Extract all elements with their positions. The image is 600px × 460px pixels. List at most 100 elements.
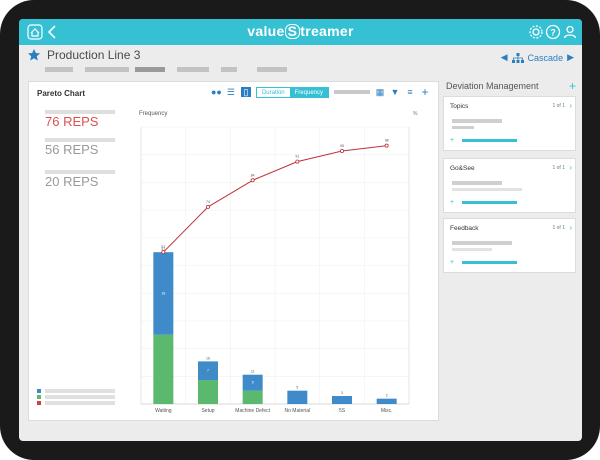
reps-caption-placeholder — [45, 138, 115, 142]
add-deviation-icon[interactable]: + — [568, 79, 576, 93]
chevron-left-icon[interactable]: ◀ — [500, 52, 508, 62]
legend-label-placeholder — [45, 389, 115, 393]
panel-topics[interactable]: Topics 1 of 1 › + — [443, 96, 576, 151]
x-tick-label: 5S — [339, 408, 346, 414]
cumulative-label: 91 — [295, 155, 299, 159]
page-header: Production Line 3 ◀ Cascade — [19, 45, 582, 79]
cumulative-point — [161, 250, 166, 255]
cumulative-point — [205, 204, 210, 209]
star-icon[interactable] — [27, 48, 41, 62]
frequency-toggle-button[interactable]: Frequency — [289, 87, 328, 97]
add-item-icon[interactable]: + — [450, 259, 455, 266]
bar-total-label: 2 — [386, 394, 388, 398]
bar-total-label: 5 — [296, 386, 298, 390]
bar-segment-label: 18 — [161, 291, 165, 295]
legend-swatch — [37, 395, 41, 399]
sidebar-title: Deviation Management — [446, 81, 539, 91]
chevron-right-icon[interactable]: › — [569, 163, 572, 172]
panel-title: Go&See — [450, 165, 475, 172]
date-range-placeholder[interactable] — [334, 90, 370, 94]
bar-segment — [153, 334, 174, 404]
deviation-sidebar: Deviation Management + Topics 1 of 1 › +… — [443, 79, 576, 439]
duration-toggle-button[interactable]: Duration — [261, 89, 285, 96]
panel-count: 1 of 1 — [552, 225, 565, 231]
tab-placeholder[interactable] — [257, 67, 287, 72]
content-placeholder — [452, 119, 502, 123]
x-tick-label: Waiting — [155, 408, 172, 414]
panel-count: 1 of 1 — [552, 165, 565, 171]
cumulative-line — [162, 145, 387, 253]
bar-total-label: 16 — [206, 356, 210, 360]
panel-title: Topics — [450, 103, 469, 110]
y-axis-label: Frequency — [139, 111, 167, 117]
add-item-icon[interactable]: + — [450, 137, 455, 144]
chart-card-title: Pareto Chart — [37, 89, 86, 98]
x-tick-label: Setup — [201, 408, 214, 414]
panel-feedback[interactable]: Feedback 1 of 1 › + — [443, 218, 576, 273]
y2-axis-label: % — [413, 111, 418, 117]
user-icon[interactable] — [562, 24, 578, 40]
bar-segment — [242, 390, 263, 404]
sliders-icon[interactable]: ≡ — [407, 87, 413, 97]
add-icon[interactable]: + — [421, 85, 429, 99]
reps-value-primary: 76 REPS — [45, 114, 99, 129]
cascade-label: Cascade — [527, 52, 564, 63]
home-icon[interactable] — [27, 24, 43, 40]
tab-placeholder[interactable] — [85, 67, 129, 72]
cumulative-point — [384, 143, 389, 148]
tab-placeholder-active[interactable] — [135, 67, 165, 72]
svg-text:?: ? — [550, 28, 556, 38]
bar-segment — [332, 396, 352, 404]
cascade-control[interactable]: ◀ Cascade ▶ — [501, 52, 574, 63]
chevron-right-icon[interactable]: › — [569, 101, 572, 110]
page-title: Production Line 3 — [47, 48, 141, 62]
reps-caption-placeholder — [45, 110, 115, 114]
cumulative-label: 74 — [206, 200, 210, 204]
back-arrow-icon[interactable] — [45, 24, 61, 40]
cumulative-label: 84 — [251, 173, 255, 177]
cumulative-point — [339, 148, 344, 153]
add-item-icon[interactable]: + — [450, 199, 455, 206]
reps-value-tertiary: 20 REPS — [45, 174, 99, 189]
bar-chart-view-icon[interactable]: ▯ — [240, 87, 251, 97]
chevron-right-icon[interactable]: › — [569, 223, 572, 232]
chevron-right-icon[interactable]: ▶ — [567, 52, 574, 62]
legend-label-placeholder — [45, 401, 115, 405]
chart-toolbar: ●● ☰ ▯ Duration Frequency ▦ ▼ ≡ + — [211, 86, 430, 98]
cumulative-label: 98 — [385, 139, 389, 143]
tab-placeholder[interactable] — [177, 67, 209, 72]
legend-label-placeholder — [45, 395, 115, 399]
bar-total-label: 57 — [161, 247, 165, 251]
bar-segment — [376, 398, 397, 404]
panel-count: 1 of 1 — [552, 103, 565, 109]
bar-segment-label: 7 — [207, 369, 209, 373]
bar-segment — [287, 390, 308, 404]
reps-value-secondary: 56 REPS — [45, 142, 99, 157]
content-placeholder — [452, 181, 502, 185]
x-tick-label: Machine Defect — [235, 408, 270, 414]
reps-caption-placeholder — [45, 170, 115, 174]
x-tick-label: No Material — [285, 408, 311, 414]
calendar-icon[interactable]: ▦ — [375, 87, 385, 97]
x-tick-label: Misc. — [381, 408, 393, 414]
filter-icon[interactable]: ▼ — [390, 87, 400, 97]
bar-segment — [242, 374, 263, 391]
tab-placeholder[interactable] — [221, 67, 237, 72]
content-placeholder — [452, 241, 512, 245]
people-icon[interactable]: ●● — [210, 87, 222, 97]
gear-icon[interactable] — [528, 24, 544, 40]
tab-placeholder[interactable] — [45, 67, 73, 72]
bar-segment — [198, 361, 218, 381]
list-view-icon[interactable]: ☰ — [226, 87, 235, 97]
pareto-chart-card: Pareto Chart ●● ☰ ▯ Duration Frequency ▦… — [28, 81, 439, 421]
progress-bar — [462, 201, 517, 204]
panel-go-and-see[interactable]: Go&See 1 of 1 › + — [443, 158, 576, 213]
bar-segment — [198, 380, 218, 404]
content-placeholder — [452, 126, 474, 129]
cumulative-point — [250, 178, 255, 183]
help-icon[interactable]: ? — [545, 24, 561, 40]
content-placeholder — [452, 188, 522, 191]
logo-s-mark: S — [284, 24, 301, 39]
metric-toggle: Duration Frequency — [255, 86, 329, 98]
progress-bar — [462, 261, 517, 264]
